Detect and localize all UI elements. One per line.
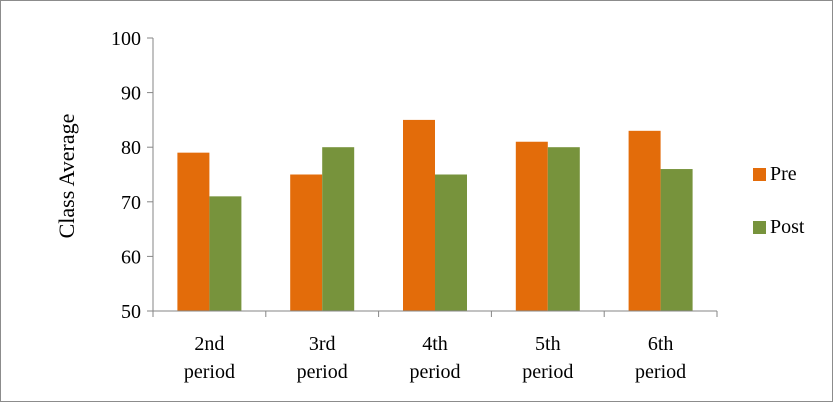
- x-tick-label: period: [635, 361, 686, 383]
- legend-label-pre: Pre: [770, 163, 797, 185]
- x-tick-label: period: [184, 361, 235, 383]
- x-tick-label: 6th: [648, 333, 674, 355]
- y-tick-label: 100: [111, 28, 141, 50]
- x-tick-label: period: [297, 361, 348, 383]
- x-tick-label: 4th: [422, 333, 448, 355]
- bar-post-4: [547, 147, 580, 311]
- bars-layer: [177, 119, 693, 312]
- y-tick-label: 50: [121, 301, 141, 323]
- bar-post-2: [322, 147, 355, 311]
- legend-label-post: Post: [770, 216, 805, 238]
- x-tick-label: 2nd: [194, 333, 224, 355]
- bar-pre-4: [515, 141, 548, 311]
- x-tick-label: 5th: [535, 333, 561, 355]
- x-tick-label: period: [522, 361, 573, 383]
- bar-pre-5: [628, 130, 661, 311]
- bar-pre-2: [290, 174, 323, 311]
- bar-post-3: [435, 174, 467, 311]
- bar-pre-1: [177, 152, 210, 311]
- legend: Pre Post: [753, 163, 805, 238]
- y-axis-title: Class Average: [54, 114, 79, 239]
- legend-swatch-pre: [753, 168, 766, 181]
- x-tick-label: period: [409, 361, 460, 383]
- axes-layer: 50 60 70 80 90 100 2nd period 3rd period 4th period…: [111, 28, 718, 383]
- legend-swatch-post: [753, 221, 766, 234]
- bar-pre-3: [403, 119, 435, 312]
- bar-post-1: [209, 196, 242, 311]
- y-tick-label: 60: [121, 246, 141, 268]
- y-tick-label: 90: [121, 83, 141, 105]
- y-tick-label: 80: [121, 137, 141, 159]
- bar-post-5: [660, 169, 693, 311]
- y-tick-label: 70: [121, 192, 141, 214]
- x-tick-label: 3rd: [309, 333, 336, 355]
